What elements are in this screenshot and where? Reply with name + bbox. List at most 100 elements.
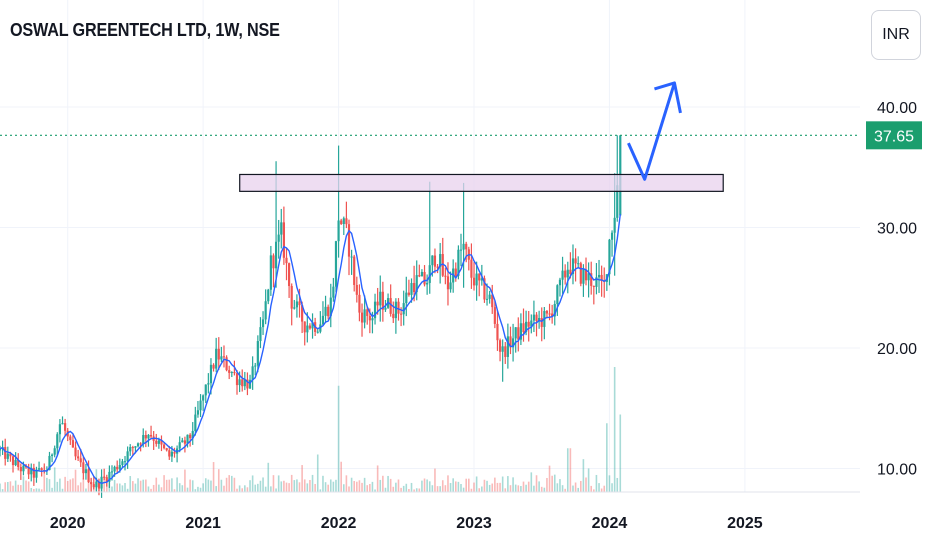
candle-body-0	[0, 448, 2, 451]
resistance-zone[interactable]	[239, 173, 724, 192]
time-axis[interactable]: 2020 2021 2022 2023 2024 2025	[0, 491, 860, 532]
candle-body-90	[233, 372, 236, 374]
candle-body-45	[116, 466, 119, 470]
candle-body-163	[423, 271, 426, 285]
price-axis[interactable]: 40.00 30.00 20.00 10.00	[877, 100, 917, 479]
candle-body-183	[475, 273, 478, 286]
volume-bar-227	[590, 485, 593, 492]
candle-body-20	[50, 454, 54, 456]
volume-bar-105	[272, 475, 275, 492]
candle-body-88	[228, 370, 231, 373]
resistance-zone-rect[interactable]	[239, 173, 724, 192]
candle-body-4	[9, 453, 12, 457]
volume-bar-209	[543, 487, 546, 492]
candle-body-86	[222, 356, 226, 358]
volume-bar-168	[436, 486, 439, 492]
candle-body-24	[61, 423, 64, 425]
candle-body-184	[478, 273, 481, 281]
volume-bar-19	[48, 479, 51, 492]
candle-body-60	[155, 440, 158, 444]
candle-body-67	[173, 451, 176, 454]
symbol-title[interactable]: OSWAL GREENTECH LTD, 1W, NSE	[10, 20, 280, 40]
volume-bar-109	[283, 480, 285, 492]
candle-body-160	[415, 275, 418, 293]
volume-bar-129	[335, 479, 337, 492]
volume-bar-33	[85, 488, 87, 492]
candle-body-118	[306, 325, 309, 333]
candle-body-187	[485, 298, 489, 300]
volume-bar-7	[17, 484, 20, 492]
candle-body-124	[321, 315, 325, 325]
volume-bar-223	[579, 480, 582, 492]
price-tick-label: 40.00	[877, 100, 917, 117]
candle-body-49	[126, 451, 129, 462]
volume-bar-104	[270, 486, 272, 492]
volume-bar-134	[348, 486, 350, 492]
projection-arrowhead[interactable]	[654, 81, 682, 114]
candle-body-78	[202, 395, 205, 401]
volume-bar-65	[168, 479, 171, 492]
candle-body-58	[149, 434, 153, 437]
candle-body-159	[413, 283, 416, 293]
volume-bar-176	[457, 481, 460, 492]
candle-body-201	[522, 323, 525, 332]
projection-arrow[interactable]	[627, 81, 682, 181]
candle-body-155	[402, 303, 405, 315]
candle-body-139	[360, 312, 364, 323]
projection-path[interactable]	[627, 82, 676, 181]
candle-body-190	[493, 307, 496, 324]
candle-body-9	[22, 465, 25, 472]
volume-bar-220	[572, 485, 574, 492]
candle-body-231	[600, 274, 603, 281]
volume-bar-64	[165, 479, 168, 492]
candle-body-65	[168, 450, 171, 457]
candle-body-111	[287, 263, 291, 287]
volume-bar-5	[12, 485, 14, 492]
candle-body-145	[376, 301, 379, 306]
candle-body-127	[329, 297, 332, 317]
volume-bar-2	[4, 482, 7, 492]
volume-bar-102	[264, 486, 267, 492]
candle-body-179	[465, 243, 468, 250]
candle-body-40	[103, 476, 106, 478]
volume-bar-11	[27, 481, 30, 492]
candle-body-51	[131, 447, 134, 449]
candle-body-215	[558, 279, 562, 286]
volume-bar-111	[288, 483, 290, 492]
candle-body-185	[480, 278, 483, 281]
candle-body-35	[90, 482, 93, 485]
volume-bar-88	[228, 475, 230, 492]
candle-body-52	[134, 446, 137, 448]
candle-body-16	[40, 468, 43, 471]
volume-bar-150	[389, 478, 392, 492]
candle-body-143	[371, 318, 374, 321]
candle-body-211	[548, 313, 551, 315]
candle-body-85	[220, 356, 223, 360]
candle-body-87	[225, 357, 228, 371]
candle-body-219	[569, 269, 572, 275]
volume-bar-118	[306, 483, 309, 492]
candle-body-224	[582, 269, 585, 284]
volume-bar-177	[460, 484, 462, 492]
candle-body-25	[64, 423, 67, 431]
volume-bar-205	[533, 485, 535, 492]
candle-body-73	[189, 434, 192, 439]
candle-body-206	[535, 314, 538, 322]
price-tick-label: 20.00	[877, 341, 917, 358]
candle-body-210	[545, 311, 549, 314]
currency-button[interactable]: INR	[871, 10, 921, 60]
volume-bar-192	[499, 482, 501, 492]
candle-body-104	[269, 255, 272, 290]
candle-body-156	[405, 292, 408, 304]
candle-body-69	[178, 442, 181, 449]
candle-body-89	[230, 372, 233, 374]
candle-body-119	[308, 325, 312, 329]
candle-body-113	[293, 307, 296, 309]
volume-bar-107	[277, 475, 280, 492]
volume-bar-121	[314, 483, 316, 492]
volume-bar-125	[324, 482, 327, 492]
volume-bar-179	[465, 478, 468, 492]
candle-body-223	[579, 263, 582, 284]
candle-body-194	[504, 346, 507, 357]
